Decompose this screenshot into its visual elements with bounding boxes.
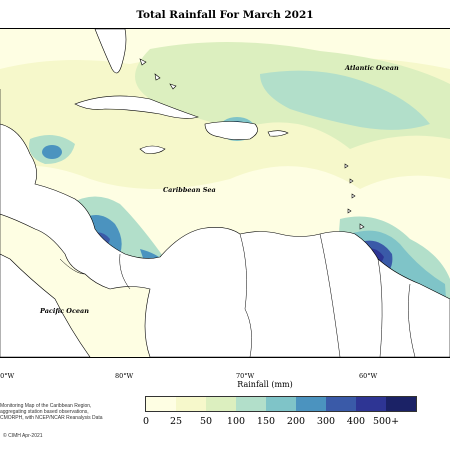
caribbean-sea-label: Caribbean Sea	[163, 186, 216, 194]
note-line: aggregating station based observations,	[0, 409, 89, 415]
legend-label: 25	[169, 416, 183, 427]
rainfall-map: Atlantic Ocean Caribbean Sea Pacific Oce…	[0, 28, 450, 358]
rainfall-zone-50	[200, 45, 270, 63]
legend-swatch	[206, 397, 236, 411]
legend-label: 400	[346, 416, 366, 427]
legend-swatch	[266, 397, 296, 411]
longitude-tick-80w: 80°W	[115, 372, 134, 380]
note-line: CMORPH, with NCEP/NCAR Reanalysis Data	[0, 415, 103, 421]
legend-swatch	[146, 397, 176, 411]
legend-label: 0	[142, 416, 150, 427]
legend-swatch	[356, 397, 386, 411]
legend-swatch	[386, 397, 416, 411]
longitude-tick-60w: 60°W	[359, 372, 378, 380]
legend-swatch	[326, 397, 356, 411]
legend-label: 300	[316, 416, 336, 427]
legend-label: 200	[286, 416, 306, 427]
map-title: Total Rainfall For March 2021	[136, 9, 314, 21]
legend-label: 500+	[372, 416, 400, 427]
rainfall-map-graphic	[0, 29, 450, 357]
longitude-tick-90w: 90°W	[0, 372, 15, 380]
legend-color-bar	[145, 396, 417, 412]
rainfall-zone-100	[260, 70, 430, 130]
pacific-ocean-label: Pacific Ocean	[40, 307, 89, 315]
legend-swatch	[236, 397, 266, 411]
legend-swatch	[176, 397, 206, 411]
legend-swatch	[296, 397, 326, 411]
legend-label: 150	[256, 416, 276, 427]
note-line: Monitoring Map of the Caribbean Region,	[0, 403, 92, 409]
atlantic-ocean-label: Atlantic Ocean	[345, 64, 399, 72]
legend-label: 100	[226, 416, 246, 427]
longitude-tick-70w: 70°W	[236, 372, 255, 380]
country-borders	[59, 233, 416, 357]
map-notes: Monitoring Map of the Caribbean Region, …	[0, 403, 120, 421]
rainfall-zone-200	[42, 145, 62, 159]
legend-title: Rainfall (mm)	[237, 380, 293, 389]
legend-label: 50	[199, 416, 213, 427]
land-outlines	[0, 29, 450, 357]
credit-text: © CIMH Apr-2021	[3, 433, 43, 439]
